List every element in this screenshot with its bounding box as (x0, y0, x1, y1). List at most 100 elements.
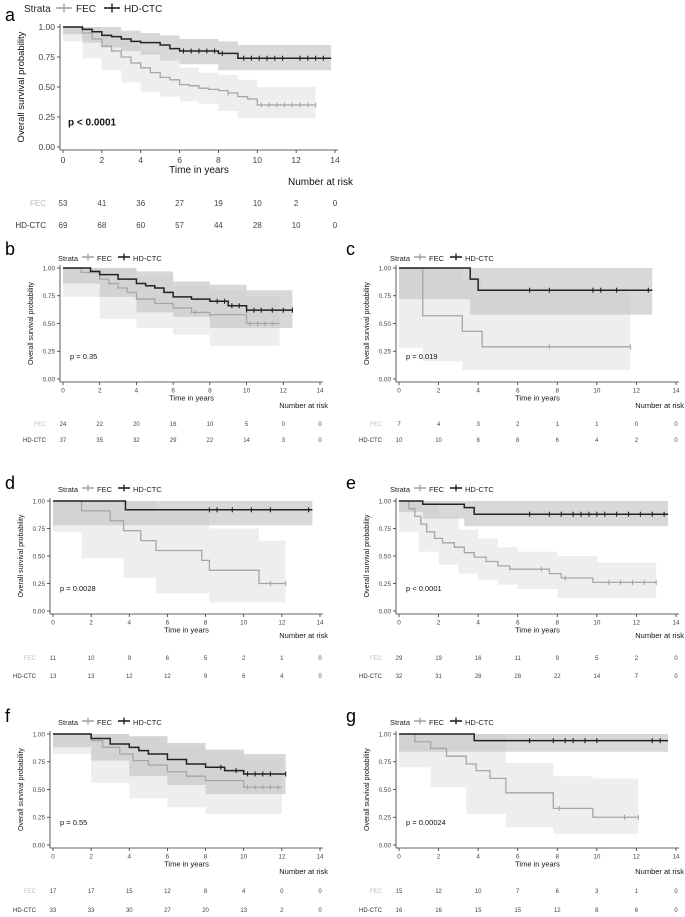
risk-value: 0 (318, 422, 322, 428)
risk-label-fec: FEC (370, 889, 383, 895)
x-tick-label: 6 (516, 620, 520, 627)
legend-label-fec: FEC (97, 485, 113, 494)
risk-value: 27 (164, 908, 171, 914)
x-tick-label: 12 (633, 388, 641, 395)
risk-value: 33 (50, 908, 57, 914)
y-axis-title: Overall survival probability (17, 748, 25, 831)
risk-value: 20 (133, 422, 140, 428)
x-tick-label: 12 (278, 854, 286, 861)
risk-value: 3 (595, 889, 599, 895)
panel-letter: e (346, 473, 356, 493)
risk-value: 14 (243, 438, 250, 444)
risk-value: 69 (59, 221, 68, 230)
y-tick-label: 0.25 (379, 349, 392, 356)
risk-value: 28 (253, 221, 262, 230)
x-tick-label: 4 (128, 620, 132, 627)
ci-band-hd-ctc (63, 27, 332, 71)
risk-value: 2 (242, 656, 246, 662)
risk-value: 15 (126, 889, 133, 895)
x-tick-label: 10 (253, 155, 263, 165)
y-tick-label: 0.50 (379, 553, 392, 560)
x-axis-title: Time in years (515, 393, 560, 402)
survival-curve-hd-ctc (53, 733, 286, 775)
ci-band-hd-ctc (63, 268, 293, 328)
y-tick-label: 0.50 (379, 321, 392, 328)
risk-value: 2 (635, 656, 639, 662)
risk-value: 57 (175, 221, 184, 230)
y-tick-label: 1.00 (38, 22, 55, 32)
legend-title: Strata (58, 718, 79, 727)
x-tick-label: 10 (240, 620, 248, 627)
legend-title: Strata (390, 254, 411, 263)
legend-label-fec: FEC (429, 254, 445, 263)
risk-table-title: Number at risk (279, 631, 328, 640)
y-tick-label: 0.25 (379, 581, 392, 588)
x-tick-label: 2 (99, 155, 104, 165)
risk-label-fec: FEC (24, 656, 37, 662)
risk-value: 12 (435, 889, 442, 895)
risk-value: 3 (282, 438, 286, 444)
risk-value: 22 (207, 438, 214, 444)
risk-value: 0 (635, 422, 639, 428)
risk-value: 24 (60, 422, 67, 428)
y-tick-label: 0.50 (38, 82, 55, 92)
risk-value: 0 (674, 674, 678, 680)
x-tick-label: 14 (316, 620, 324, 627)
risk-value: 4 (595, 438, 599, 444)
risk-table-title: Number at risk (635, 401, 684, 410)
risk-value: 0 (674, 422, 678, 428)
x-tick-label: 4 (128, 854, 132, 861)
risk-value: 1 (280, 656, 284, 662)
risk-value: 2 (280, 908, 284, 914)
risk-value: 68 (97, 221, 106, 230)
x-axis-title: Time in years (169, 393, 214, 402)
legend: Strata FEC HD-CTC (390, 484, 494, 494)
x-tick-label: 8 (204, 620, 208, 627)
legend: Strata FEC HD-CTC (58, 484, 162, 494)
y-axis-title: Overall survival probability (363, 748, 371, 831)
x-tick-label: 6 (177, 155, 182, 165)
legend: Strata FEC HD-CTC (390, 717, 494, 727)
legend-label-fec: FEC (76, 4, 96, 15)
panel-letter: f (5, 706, 11, 726)
y-tick-label: 0.00 (379, 842, 392, 849)
risk-value: 16 (435, 908, 442, 914)
y-tick-label: 0.00 (33, 842, 46, 849)
risk-value: 13 (88, 674, 95, 680)
x-tick-label: 14 (672, 854, 680, 861)
y-axis-title: Overall survival probability (17, 514, 25, 597)
y-axis-title: Overall survival probability (363, 282, 371, 365)
risk-label-fec: FEC (24, 889, 37, 895)
risk-value: 32 (396, 674, 403, 680)
risk-value: 41 (97, 199, 106, 208)
x-tick-label: 8 (556, 388, 560, 395)
x-axis-title: Time in years (515, 859, 560, 868)
ci-band-hd-ctc (53, 501, 313, 526)
legend-label-hd-ctc: HD-CTC (133, 718, 162, 727)
x-tick-label: 12 (291, 155, 301, 165)
risk-label-hd-ctc: HD-CTC (23, 438, 47, 444)
y-tick-label: 0.75 (43, 293, 56, 300)
legend-title: Strata (58, 485, 79, 494)
risk-label-hd-ctc: HD-CTC (359, 674, 383, 680)
x-tick-label: 8 (556, 854, 560, 861)
risk-value: 12 (164, 674, 171, 680)
risk-value: 12 (164, 889, 171, 895)
x-tick-label: 10 (243, 388, 251, 395)
risk-value: 7 (516, 889, 520, 895)
x-tick-label: 12 (280, 388, 288, 395)
y-tick-label: 0.50 (33, 553, 46, 560)
legend-title: Strata (390, 485, 411, 494)
risk-value: 53 (59, 199, 68, 208)
risk-value: 4 (437, 422, 441, 428)
risk-value: 17 (88, 889, 95, 895)
survival-curve-fec (399, 500, 657, 584)
risk-value: 16 (170, 422, 177, 428)
risk-value: 6 (242, 674, 246, 680)
risk-value: 10 (292, 221, 301, 230)
y-tick-label: 0.75 (38, 52, 55, 62)
x-tick-label: 14 (316, 854, 324, 861)
